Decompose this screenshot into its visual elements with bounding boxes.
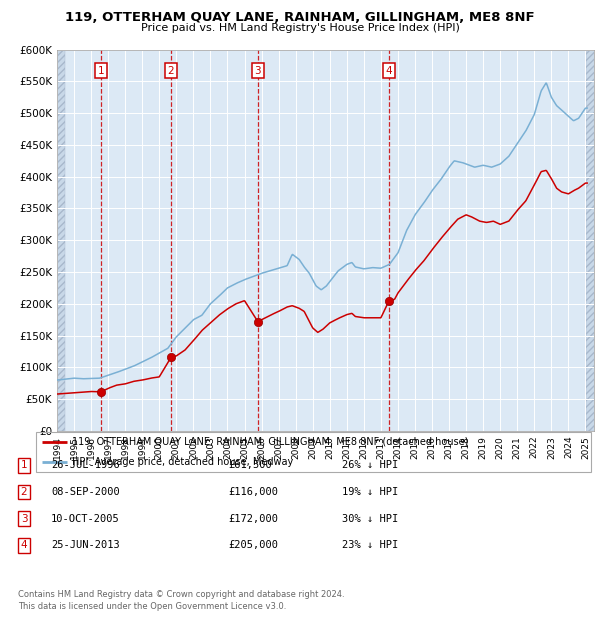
Text: 2: 2 [20,487,28,497]
Bar [57,50,65,431]
Text: £61,500: £61,500 [228,460,272,471]
Text: 08-SEP-2000: 08-SEP-2000 [51,487,120,497]
Text: 4: 4 [386,66,392,76]
Text: Contains HM Land Registry data © Crown copyright and database right 2024.
This d: Contains HM Land Registry data © Crown c… [18,590,344,611]
Text: 3: 3 [20,513,28,524]
Text: 26-JUL-1996: 26-JUL-1996 [51,460,120,471]
Text: £172,000: £172,000 [228,513,278,524]
Text: 3: 3 [254,66,261,76]
Text: 4: 4 [20,540,28,551]
Text: 119, OTTERHAM QUAY LANE, RAINHAM, GILLINGHAM, ME8 8NF: 119, OTTERHAM QUAY LANE, RAINHAM, GILLIN… [65,11,535,24]
Text: 26% ↓ HPI: 26% ↓ HPI [342,460,398,471]
Bar [586,50,595,431]
Text: 1: 1 [97,66,104,76]
Text: Price paid vs. HM Land Registry's House Price Index (HPI): Price paid vs. HM Land Registry's House … [140,23,460,33]
Text: 25-JUN-2013: 25-JUN-2013 [51,540,120,551]
Text: 119, OTTERHAM QUAY LANE, RAINHAM, GILLINGHAM, ME8 8NF (detached house): 119, OTTERHAM QUAY LANE, RAINHAM, GILLIN… [72,436,469,447]
Text: 10-OCT-2005: 10-OCT-2005 [51,513,120,524]
Text: 19% ↓ HPI: 19% ↓ HPI [342,487,398,497]
Text: £205,000: £205,000 [228,540,278,551]
Text: HPI: Average price, detached house, Medway: HPI: Average price, detached house, Medw… [72,457,293,467]
Text: 1: 1 [20,460,28,471]
Text: 23% ↓ HPI: 23% ↓ HPI [342,540,398,551]
Text: 2: 2 [168,66,175,76]
Text: 30% ↓ HPI: 30% ↓ HPI [342,513,398,524]
Text: £116,000: £116,000 [228,487,278,497]
